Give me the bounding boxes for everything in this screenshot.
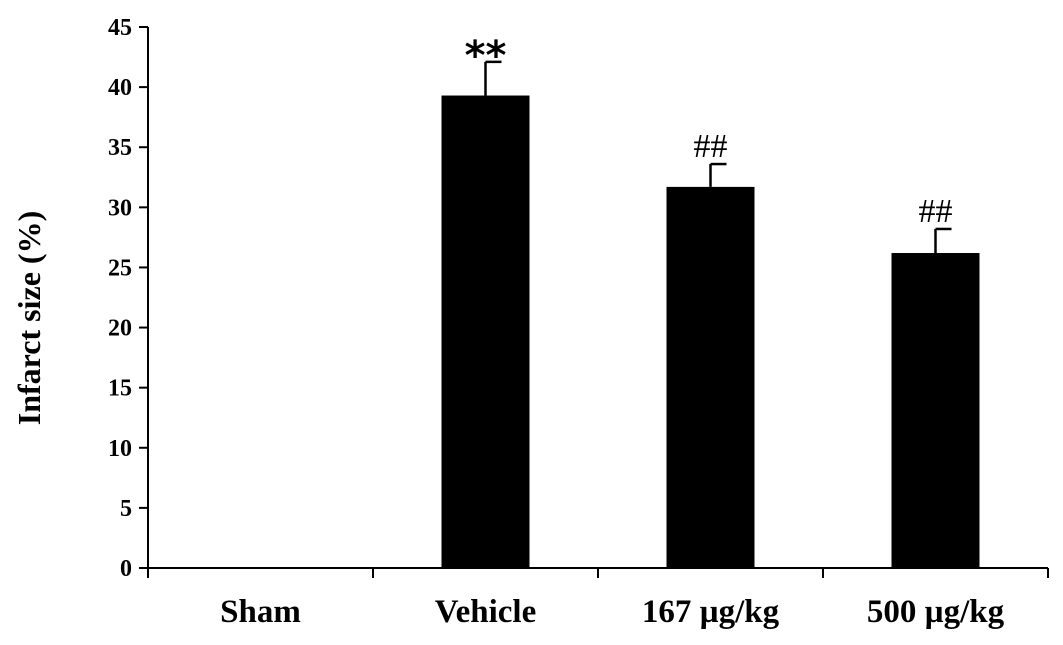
y-tick-label: 20 (108, 316, 132, 342)
significance-annotations: ** ## ## (465, 33, 953, 230)
x-category-label: 167 µg/kg (642, 594, 780, 630)
y-tick-label: 45 (108, 15, 132, 41)
x-category-label: Vehicle (435, 594, 536, 630)
y-tick-label: 0 (120, 556, 132, 582)
significance-label: ## (694, 128, 728, 165)
y-tick-label: 5 (120, 496, 132, 522)
y-tick-label: 25 (108, 255, 132, 281)
y-tick-label: 35 (108, 135, 132, 161)
y-tick-labels: 0 5 10 15 20 25 30 35 40 45 (108, 15, 132, 582)
x-axis (147, 567, 1049, 578)
y-tick-label: 40 (108, 75, 132, 101)
error-bars (484, 60, 952, 254)
category-labels: Sham Vehicle 167 µg/kg 500 µg/kg (220, 594, 1004, 630)
significance-label: ## (919, 193, 953, 230)
y-axis-label: Infarct size (%) (11, 211, 47, 425)
bar (441, 95, 530, 568)
y-tick-label: 15 (108, 376, 132, 402)
bars (441, 95, 980, 569)
x-category-label: 500 µg/kg (867, 594, 1005, 630)
bar (891, 253, 980, 569)
y-axis (139, 26, 149, 569)
x-category-label: Sham (220, 594, 301, 630)
significance-label: ** (465, 33, 507, 79)
y-tick-label: 10 (108, 436, 132, 462)
bar (666, 186, 755, 568)
y-tick-label: 30 (108, 195, 132, 221)
